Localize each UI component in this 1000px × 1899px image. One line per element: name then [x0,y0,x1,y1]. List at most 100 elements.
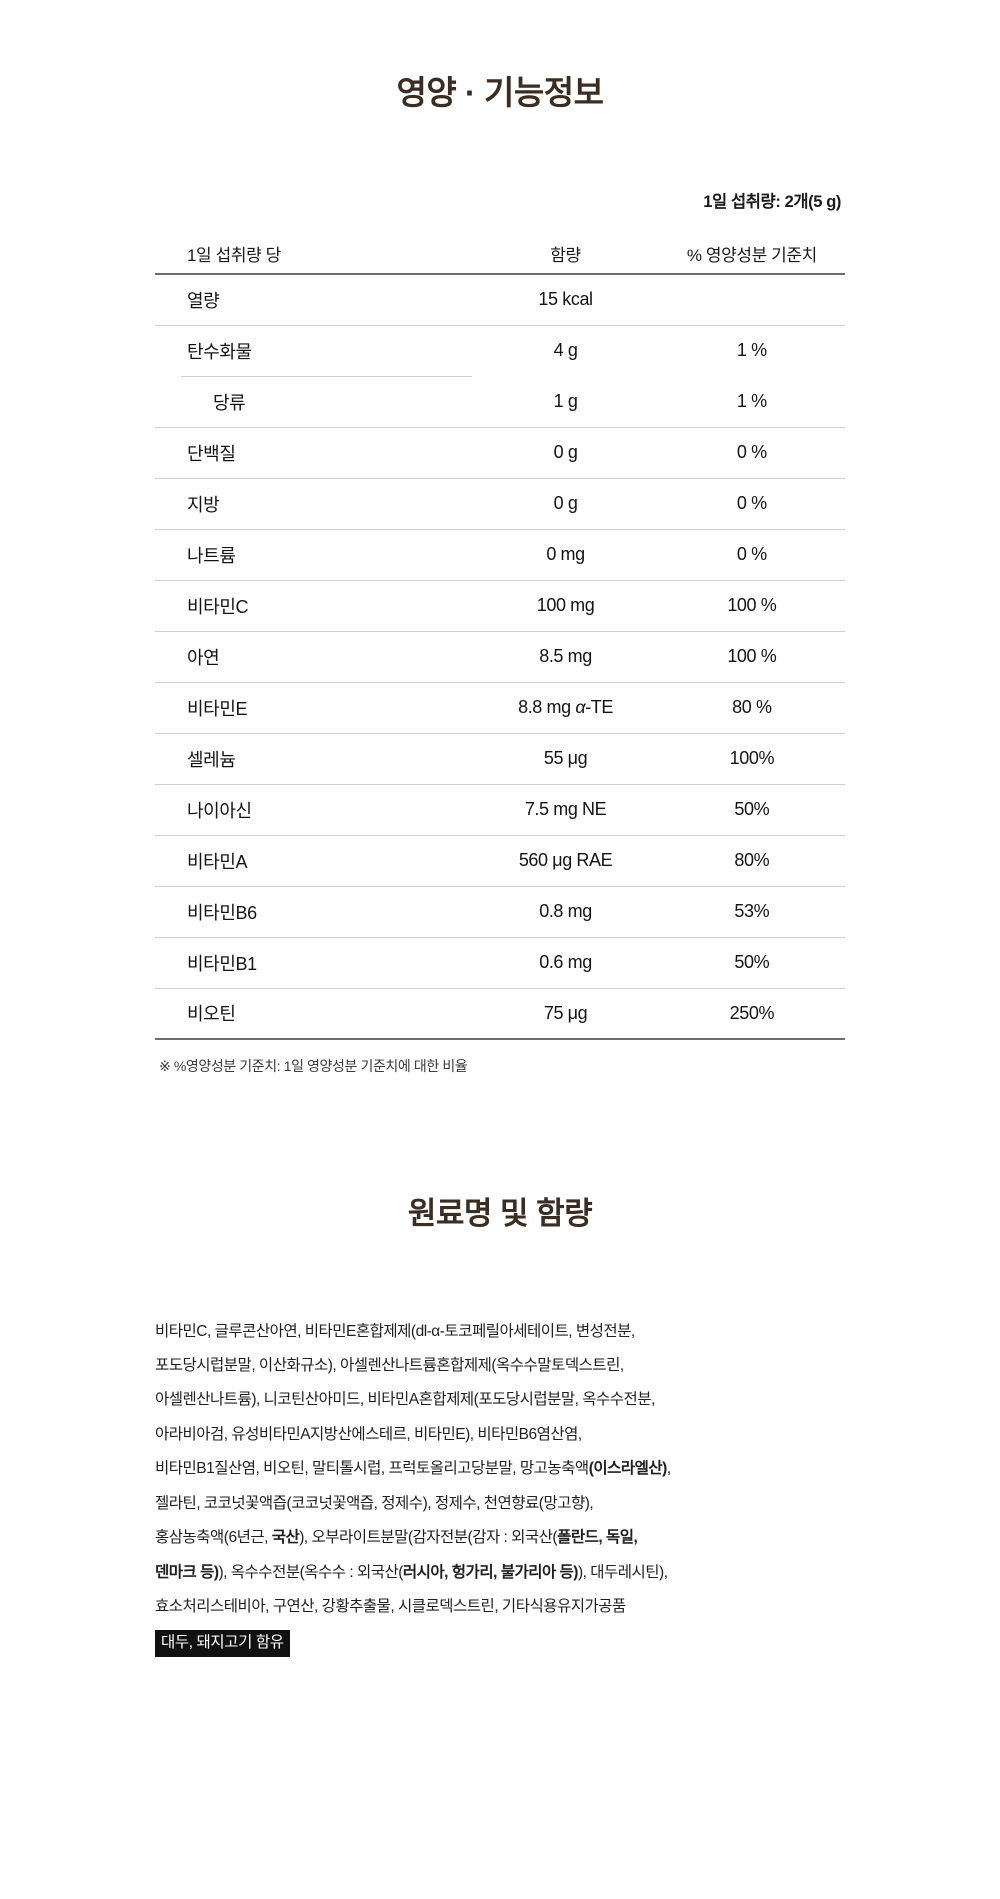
ingredient-segment: 아라비아검, 유성비타민A지방산에스테르, 비타민E), 비타민B6염산염, [155,1425,582,1443]
nutrient-amount: 0 g [472,477,659,530]
ingredient-segment: 홍삼농축액(6년근, [155,1529,272,1547]
nutrient-amount: 560 μg RAE [472,834,659,887]
ingredient-line: 덴마크 등)), 옥수수전분(옥수수 : 외국산(러시아, 헝가리, 불가리아 … [155,1556,845,1590]
table-row: 비타민B1 0.6 mg 50% [155,936,845,989]
nutrient-amount: 100 mg [472,579,659,632]
ingredient-segment: , [666,1460,671,1478]
nutrient-name: 비타민B1 [155,936,473,989]
nutrient-name: 당류 [155,375,473,428]
nutrient-percent: 1 % [736,390,767,411]
table-row: 열량 15 kcal [155,273,845,326]
nutrient-name: 비타민B6 [155,885,473,938]
table-row: 비타민E 8.8 mg α-TE 80 % [155,681,845,734]
nutrient-name: 지방 [155,477,473,530]
ingredient-line: 젤라틴, 코코넛꽃액즙(코코넛꽃액즙, 정제수), 정제수, 천연향료(망고향)… [155,1487,845,1521]
ingredient-line: 비타민C, 글루콘산아연, 비타민E혼합제제(dl-α-토코페릴아세테이트, 변… [155,1315,845,1349]
ingredients-text: 비타민C, 글루콘산아연, 비타민E혼합제제(dl-α-토코페릴아세테이트, 변… [155,1259,845,1661]
nutrient-name: 비타민E [155,681,473,734]
ingredient-origin: 러시아, 헝가리, 불가리아 등) [402,1563,579,1581]
nutrient-name: 열량 [155,273,473,326]
nutrient-percent: 80 % [658,681,845,734]
ingredient-origin: 국산 [271,1529,300,1547]
ingredient-line: 비타민B1질산염, 비오틴, 말티톨시럽, 프럭토올리고당분말, 망고농축액(이… [155,1452,845,1486]
ingredient-line: 포도당시럽분말, 이산화규소), 아셀렌산나트륨혼합제제(옥수수말토덱스트린, [155,1349,845,1383]
nutrient-percent: 100 % [658,630,845,683]
nutrient-percent: 0 % [658,426,845,479]
nutrient-name: 셀레늄 [155,732,473,785]
nutrient-name: 비타민C [155,579,473,632]
nutrient-name: 비오틴 [155,987,473,1041]
allergen-badge: 대두, 돼지고기 함유 [155,1630,290,1657]
ingredient-segment: ), 대두레시틴), [577,1563,668,1581]
ingredient-segment: 효소처리스테비아, 구연산, 강황추출물, 시클로덱스트린, 기타식용유지가공품 [155,1597,626,1615]
nutrient-percent: 50% [658,783,845,836]
nutrient-amount: 8.8 mg α-TE [472,681,659,734]
nutrient-amount: 75 μg [472,987,659,1041]
column-header-percent: % 영양성분 기준치 [686,246,817,266]
nutrient-name: 나이아신 [155,783,473,836]
nutrient-percent: 50% [658,936,845,989]
ingredient-segment: ), 옥수수전분(옥수수 : 외국산( [218,1563,404,1581]
page-title: 영양 · 기능정보 [396,74,605,112]
ingredient-segment: 포도당시럽분말, 이산화규소), 아셀렌산나트륨혼합제제(옥수수말토덱스트린, [155,1357,624,1375]
nutrient-amount: 0.8 mg [472,885,659,938]
ingredient-origin: 폴란드, 독일, [557,1529,638,1547]
table-row: 비오틴 75 μg 250% [155,987,845,1041]
ingredient-origin: 덴마크 등) [155,1563,219,1581]
ingredient-line: 효소처리스테비아, 구연산, 강황추출물, 시클로덱스트린, 기타식용유지가공품 [155,1590,845,1624]
nutrient-percent: 0 % [658,528,845,581]
ingredients-title: 원료명 및 함량 [407,1195,593,1231]
table-row: 비타민A 560 μg RAE 80% [155,834,845,887]
table-row: 셀레늄 55 μg 100% [155,732,845,785]
nutrient-name: 나트륨 [155,528,473,581]
table-row: 비타민B6 0.8 mg 53% [155,885,845,938]
column-header-name: 1일 섭취량 당 [187,246,281,266]
nutrient-name: 아연 [155,630,473,683]
ingredient-segment: 비타민B1질산염, 비오틴, 말티톨시럽, 프럭토올리고당분말, 망고농축액 [155,1460,589,1478]
nutrient-amount: 0 mg [472,528,659,581]
nutrient-name: 단백질 [155,426,473,479]
ingredient-origin: (이스라엘산) [588,1460,668,1478]
nutrient-percent: 250% [658,987,845,1041]
ingredient-line: 아셀렌산나트륨), 니코틴산아미드, 비타민A혼합제제(포도당시럽분말, 옥수수… [155,1383,845,1417]
nutrient-amount: 0.6 mg [472,936,659,989]
ingredient-segment: 비타민C, 글루콘산아연, 비타민E혼합제제(dl-α-토코페릴아세테이트, 변… [155,1322,635,1340]
nutrient-amount: 55 μg [472,732,659,785]
nutrient-amount: 7.5 mg NE [472,783,659,836]
table-row: 비타민C 100 mg 100 % [155,579,845,632]
nutrient-percent: 53% [658,885,845,938]
table-header-row: 1일 섭취량 당 함량 % 영양성분 기준치 [155,234,845,274]
ingredient-line: 아라비아검, 유성비타민A지방산에스테르, 비타민E), 비타민B6염산염, [155,1418,845,1452]
nutrient-amount: 0 g [472,426,659,479]
ingredient-segment: 젤라틴, 코코넛꽃액즙(코코넛꽃액즙, 정제수), 정제수, 천연향료(망고향)… [155,1494,594,1512]
column-header-amount: 함량 [550,246,581,266]
nutrition-label-page: 영양 · 기능정보 1일 섭취량: 2개(5 g) 1일 섭취량 당 함량 % … [0,22,1000,1661]
nutrient-percent: 100% [658,732,845,785]
nutrient-amount: 8.5 mg [472,630,659,683]
daily-value-footnote: ※ %영양성분 기준치: 1일 영양성분 기준치에 대한 비율 [159,1058,468,1075]
serving-size-text: 1일 섭취량: 2개(5 g) [703,193,841,212]
nutrient-name: 탄수화물 [155,324,473,377]
ingredient-segment: ), 오부라이트분말(감자전분(감자 : 외국산( [299,1529,558,1547]
ingredient-segment: 아셀렌산나트륨), 니코틴산아미드, 비타민A혼합제제(포도당시럽분말, 옥수수… [155,1391,655,1409]
nutrient-name: 비타민A [155,834,473,887]
table-row: 아연 8.5 mg 100 % [155,630,845,683]
nutrient-percent: 80% [658,834,845,887]
table-row: 당류 1 g 1 % [155,375,845,428]
table-row: 나트륨 0 mg 0 % [155,528,845,581]
nutrition-facts-block: 1일 섭취량: 2개(5 g) 1일 섭취량 당 함량 % 영양성분 기준치 열… [155,136,845,1076]
nutrient-percent: 1 % [658,324,845,377]
nutrient-amount: 15 kcal [472,273,659,326]
nutrient-amount: 4 g [472,324,659,377]
table-row: 나이아신 7.5 mg NE 50% [155,783,845,836]
nutrient-percent [658,273,845,326]
nutrient-percent: 100 % [658,579,845,632]
nutrient-percent: 0 % [658,477,845,530]
nutrient-amount: 1 g [553,390,578,411]
ingredient-line: 홍삼농축액(6년근, 국산), 오부라이트분말(감자전분(감자 : 외국산(폴란… [155,1521,845,1555]
